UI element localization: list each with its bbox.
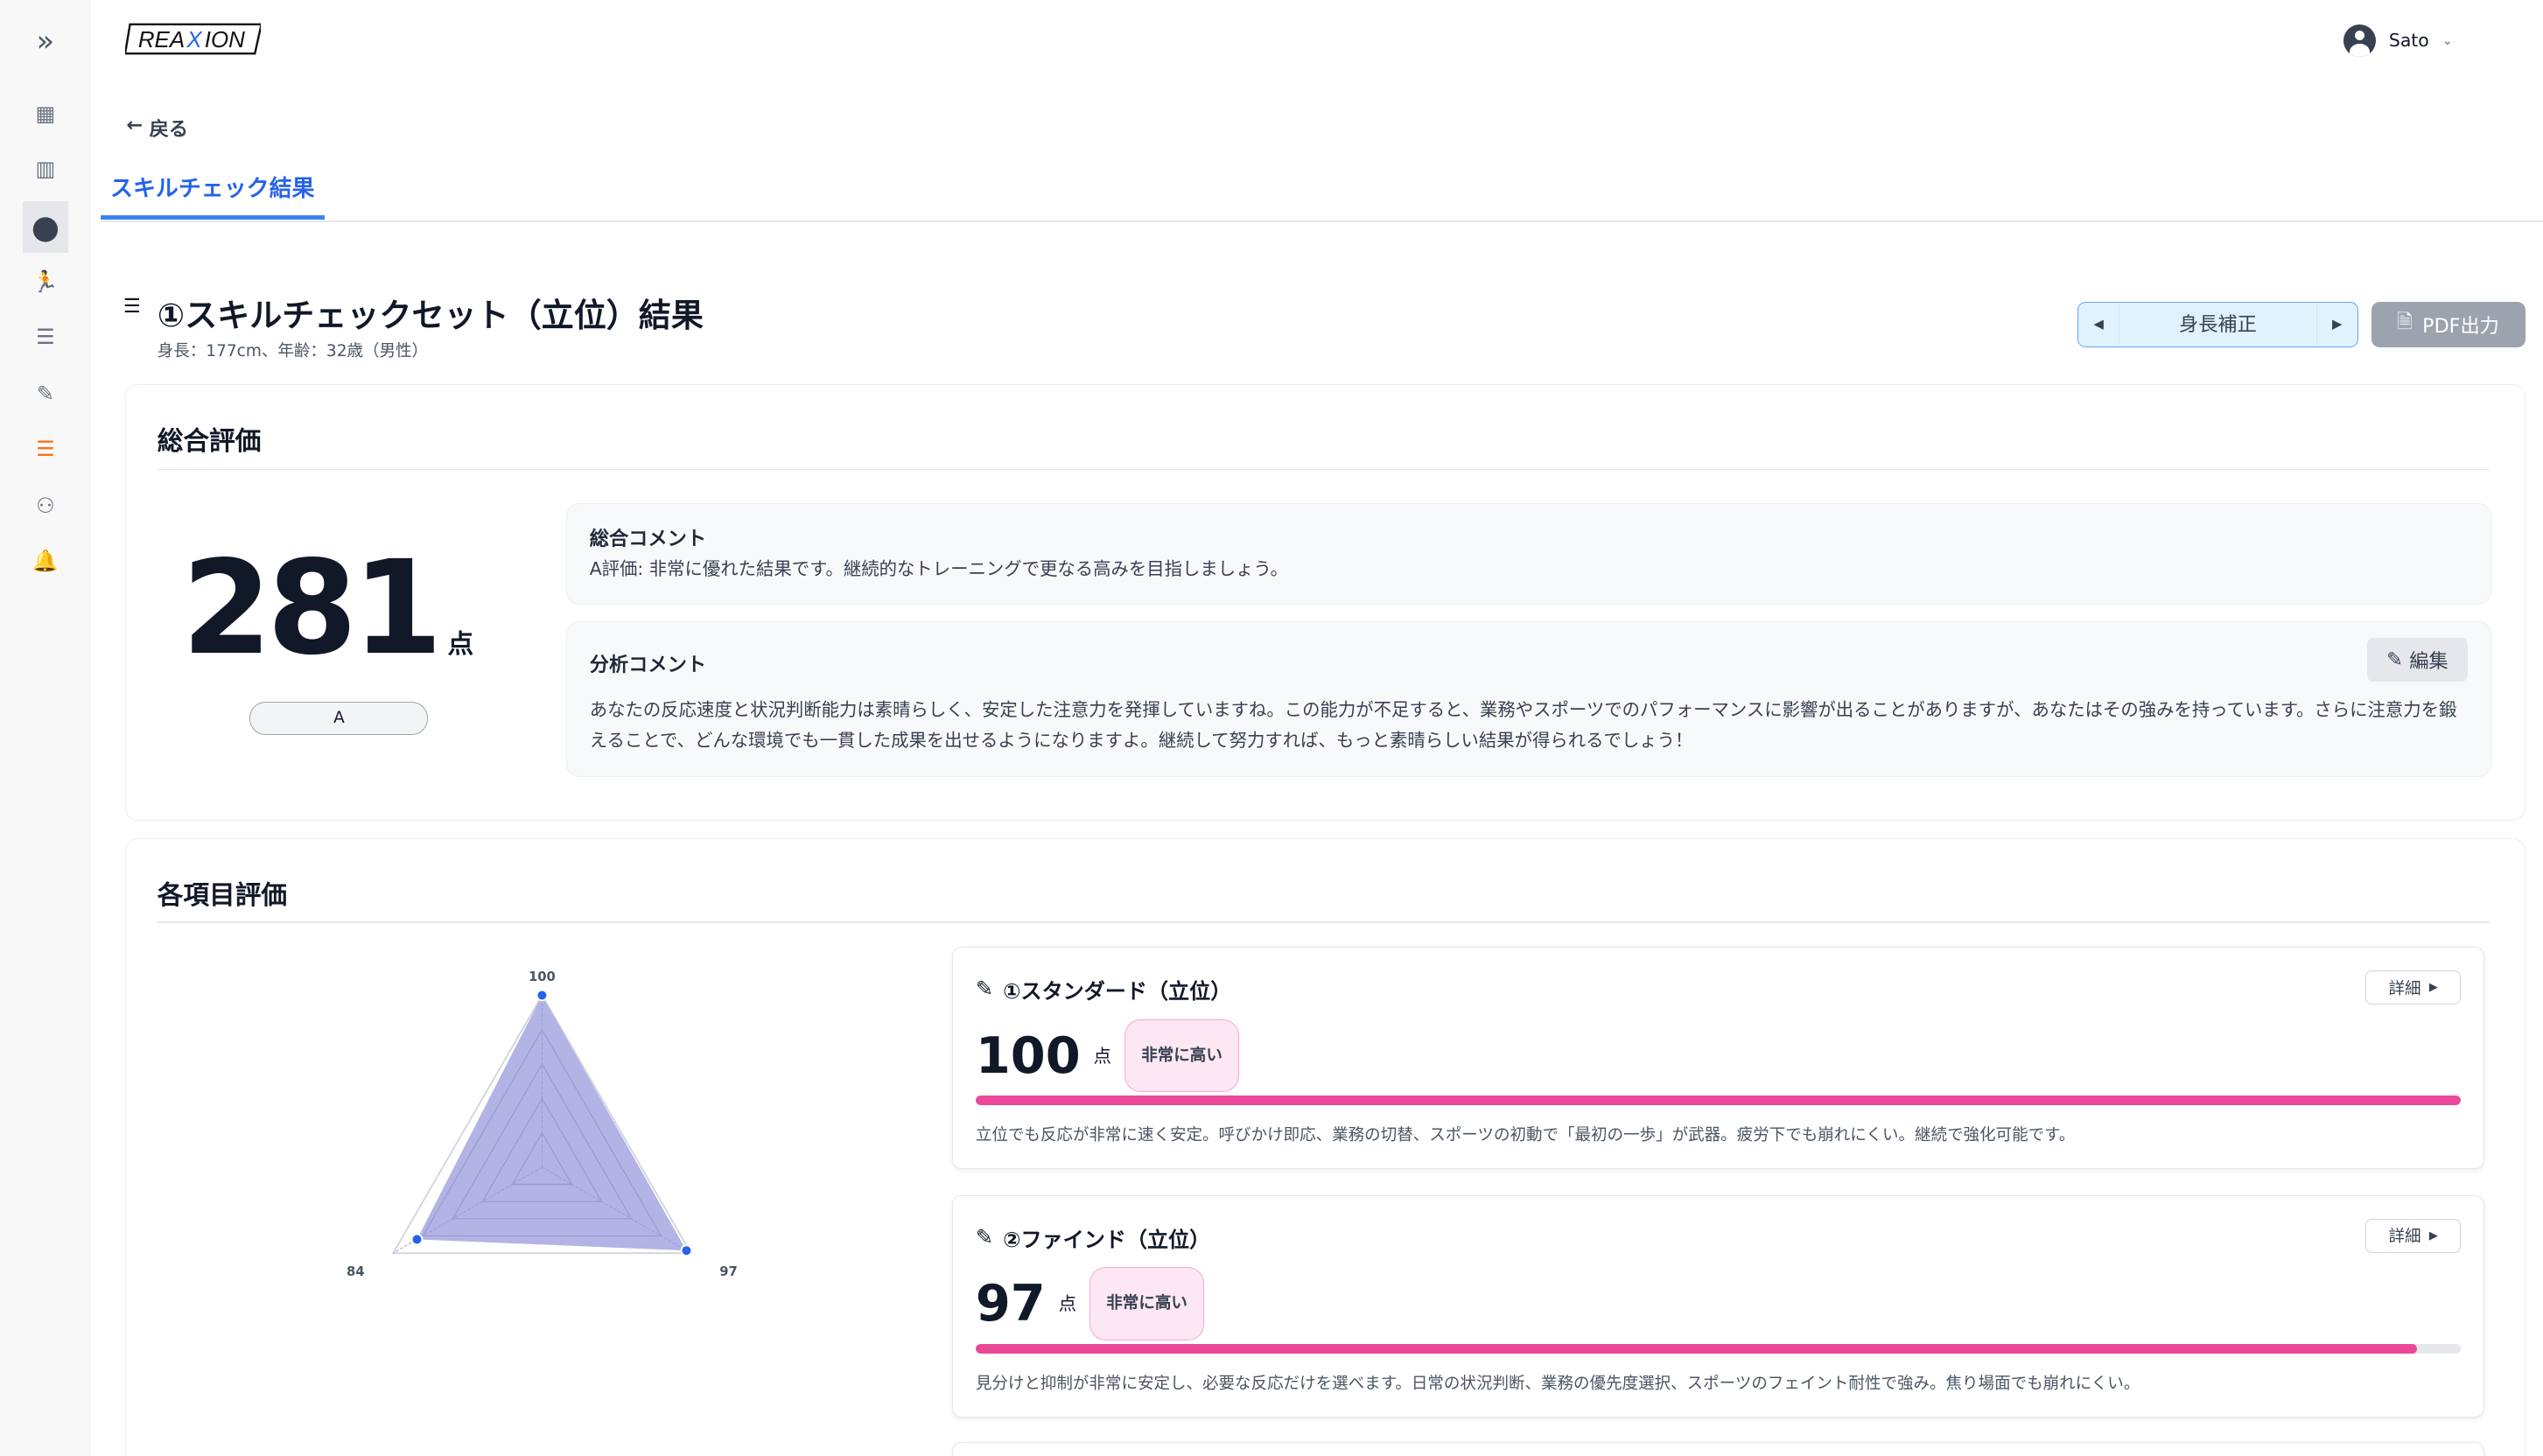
radar-grid-level: [480, 1097, 603, 1203]
height-correction-label: 身長補正: [2119, 304, 2317, 345]
radar-axis-label: 97: [719, 1265, 738, 1280]
avatar: [2343, 24, 2377, 57]
level-badge: 非常に高い: [1089, 1267, 1205, 1340]
edit-label: 編集: [2409, 650, 2448, 674]
radar-point: [536, 990, 548, 1002]
item-card: ✎ ①スタンダード（立位） 詳細 ▶ 100 点非常に高い 立位でも反応が非常に速く安…: [951, 947, 2485, 1170]
edit-button[interactable]: ✎ 編集: [2366, 638, 2468, 682]
caret-right-icon: ▶: [2428, 1228, 2438, 1242]
caret-right-icon: ▶: [2428, 981, 2438, 995]
bell-icon[interactable]: 🔔: [32, 549, 59, 574]
summary-text: A評価: 非常に優れた結果です。継続的なトレーニングで更なる高みを目指しましょう…: [589, 557, 1289, 579]
svg-text:X: X: [186, 28, 203, 52]
detail-label: 詳細: [2388, 979, 2421, 998]
expand-sidebar-icon[interactable]: »: [36, 23, 55, 58]
analysis-heading: 分析コメント: [589, 654, 707, 677]
divider: [157, 920, 2490, 923]
item-description: 見分けと抑制が非常に安定し、必要な反応だけを選べます。日常の状況判断、業務の優先…: [975, 1375, 2140, 1394]
total-score: 281: [181, 531, 443, 683]
summary-comment-box: 総合コメント A評価: 非常に優れた結果です。継続的なトレーニングで更なる高みを…: [565, 502, 2491, 606]
score-progress-fill: [975, 1343, 2417, 1354]
profile-info: 身長：177cm、年齢：32歳（男性）: [157, 342, 429, 361]
score-progress-fill: [975, 1095, 2462, 1106]
chevron-down-icon: ⌄: [2441, 32, 2453, 48]
radar-area: [417, 995, 687, 1251]
analysis-comment-box: 分析コメント ✎ 編集 あなたの反応速度と状況判断能力は素晴らしく、安定した注意…: [565, 620, 2491, 777]
radar-chart: 100 97 84: [347, 970, 738, 1280]
radar-axis-label: 84: [347, 1265, 365, 1280]
detail-label: 詳細: [2388, 1228, 2421, 1247]
item-title: ✎ ①スタンダード（立位）: [976, 974, 1231, 1004]
grade-badge: A: [249, 702, 429, 735]
level-badge: 非常に高い: [1124, 1018, 1240, 1093]
divider: [157, 468, 2490, 471]
edit-icon[interactable]: ✎: [36, 382, 54, 407]
radar-point: [680, 1244, 692, 1257]
back-label: 戻る: [149, 117, 189, 141]
total-score-row: 281 点: [181, 531, 474, 683]
tab-skill-check-result[interactable]: スキルチェック結果: [100, 171, 325, 220]
reaxion-logo: REA X ION: [124, 23, 262, 55]
user-name: Sato: [2388, 30, 2429, 52]
edit-icon: ✎: [2386, 648, 2403, 672]
users-gear-icon[interactable]: ⚇: [36, 494, 55, 519]
pdf-file-icon: 🗎: [2397, 310, 2413, 333]
item-title-text: ①スタンダード（立位）: [1003, 978, 1232, 1004]
dashboard-icon[interactable]: ▦: [35, 101, 56, 126]
ordered-list-icon: ☰: [123, 295, 141, 318]
item-title-text: ②ファインド（立位）: [1003, 1227, 1211, 1252]
detail-button[interactable]: 詳細 ▶: [2364, 970, 2462, 1005]
item-card: ✎ ②ファインド（立位） 詳細 ▶ 97 点非常に高い 見分けと抑制が非常に安定し、必…: [951, 1194, 2485, 1418]
pdf-label: PDF出力: [2422, 314, 2499, 338]
tab-divider: [100, 220, 2543, 222]
ordered-list-icon[interactable]: ☰: [36, 437, 55, 462]
summary-heading: 総合コメント: [589, 527, 707, 550]
svg-text:ION: ION: [205, 28, 245, 52]
item-score: 97: [975, 1274, 1046, 1334]
item-score: 100: [975, 1026, 1081, 1085]
height-correction-toggle[interactable]: ◀ 身長補正 ▶: [2077, 301, 2358, 347]
radar-point: [410, 1234, 423, 1246]
svg-text:REA: REA: [138, 28, 185, 52]
pdf-export-button[interactable]: 🗎 PDF出力: [2371, 301, 2525, 347]
item-score-unit: 点: [1093, 1045, 1111, 1067]
edit-icon: ✎: [975, 1225, 993, 1250]
building-icon[interactable]: ▥: [35, 156, 56, 181]
radar-grid-level: [451, 1063, 633, 1220]
score-progress-bar: [975, 1095, 2462, 1106]
items-heading: 各項目評価: [157, 878, 287, 910]
analysis-text: あなたの反応速度と状況判断能力は素晴らしく、安定した注意力を発揮していますね。こ…: [589, 699, 2457, 752]
user-menu[interactable]: Sato ⌄: [2343, 24, 2453, 57]
radar-grid-level: [421, 1028, 662, 1237]
score-unit: 点: [447, 627, 474, 659]
item-description: 立位でも反応が非常に速く安定。呼びかけ即応、業務の切替、スポーツの初動で「最初の…: [975, 1126, 2076, 1145]
item-score-row: 100 点非常に高い: [975, 1018, 1240, 1093]
page-title: ①スキルチェックセット（立位）結果: [157, 296, 704, 334]
user-circle-icon[interactable]: ●: [22, 200, 68, 254]
score-progress-bar: [975, 1343, 2462, 1354]
caret-right-icon[interactable]: ▶: [2331, 317, 2343, 332]
detail-button[interactable]: 詳細 ▶: [2364, 1218, 2462, 1253]
item-score-row: 97 点非常に高い: [976, 1267, 1205, 1340]
back-link[interactable]: ← 戻る: [127, 114, 188, 142]
caret-left-icon[interactable]: ◀: [2093, 317, 2104, 332]
radar-grid-level: [510, 1131, 573, 1186]
item-score-unit: 点: [1058, 1293, 1076, 1315]
radar-axis-label: 100: [529, 970, 556, 984]
item-title: ✎ ②ファインド（立位）: [976, 1222, 1210, 1253]
sidebar: » ▦ ▥ ● 🏃 ☰ ✎ ☰ ⚇ 🔔: [0, 0, 90, 1456]
radar-outer-grid: [391, 994, 692, 1255]
running-icon[interactable]: 🏃: [32, 270, 59, 295]
overall-heading: 総合評価: [157, 425, 262, 456]
edit-icon: ✎: [975, 976, 993, 1002]
arrow-left-icon: ←: [126, 113, 144, 136]
ordered-list-icon[interactable]: ☰: [36, 325, 55, 350]
item-card: [951, 1441, 2485, 1456]
